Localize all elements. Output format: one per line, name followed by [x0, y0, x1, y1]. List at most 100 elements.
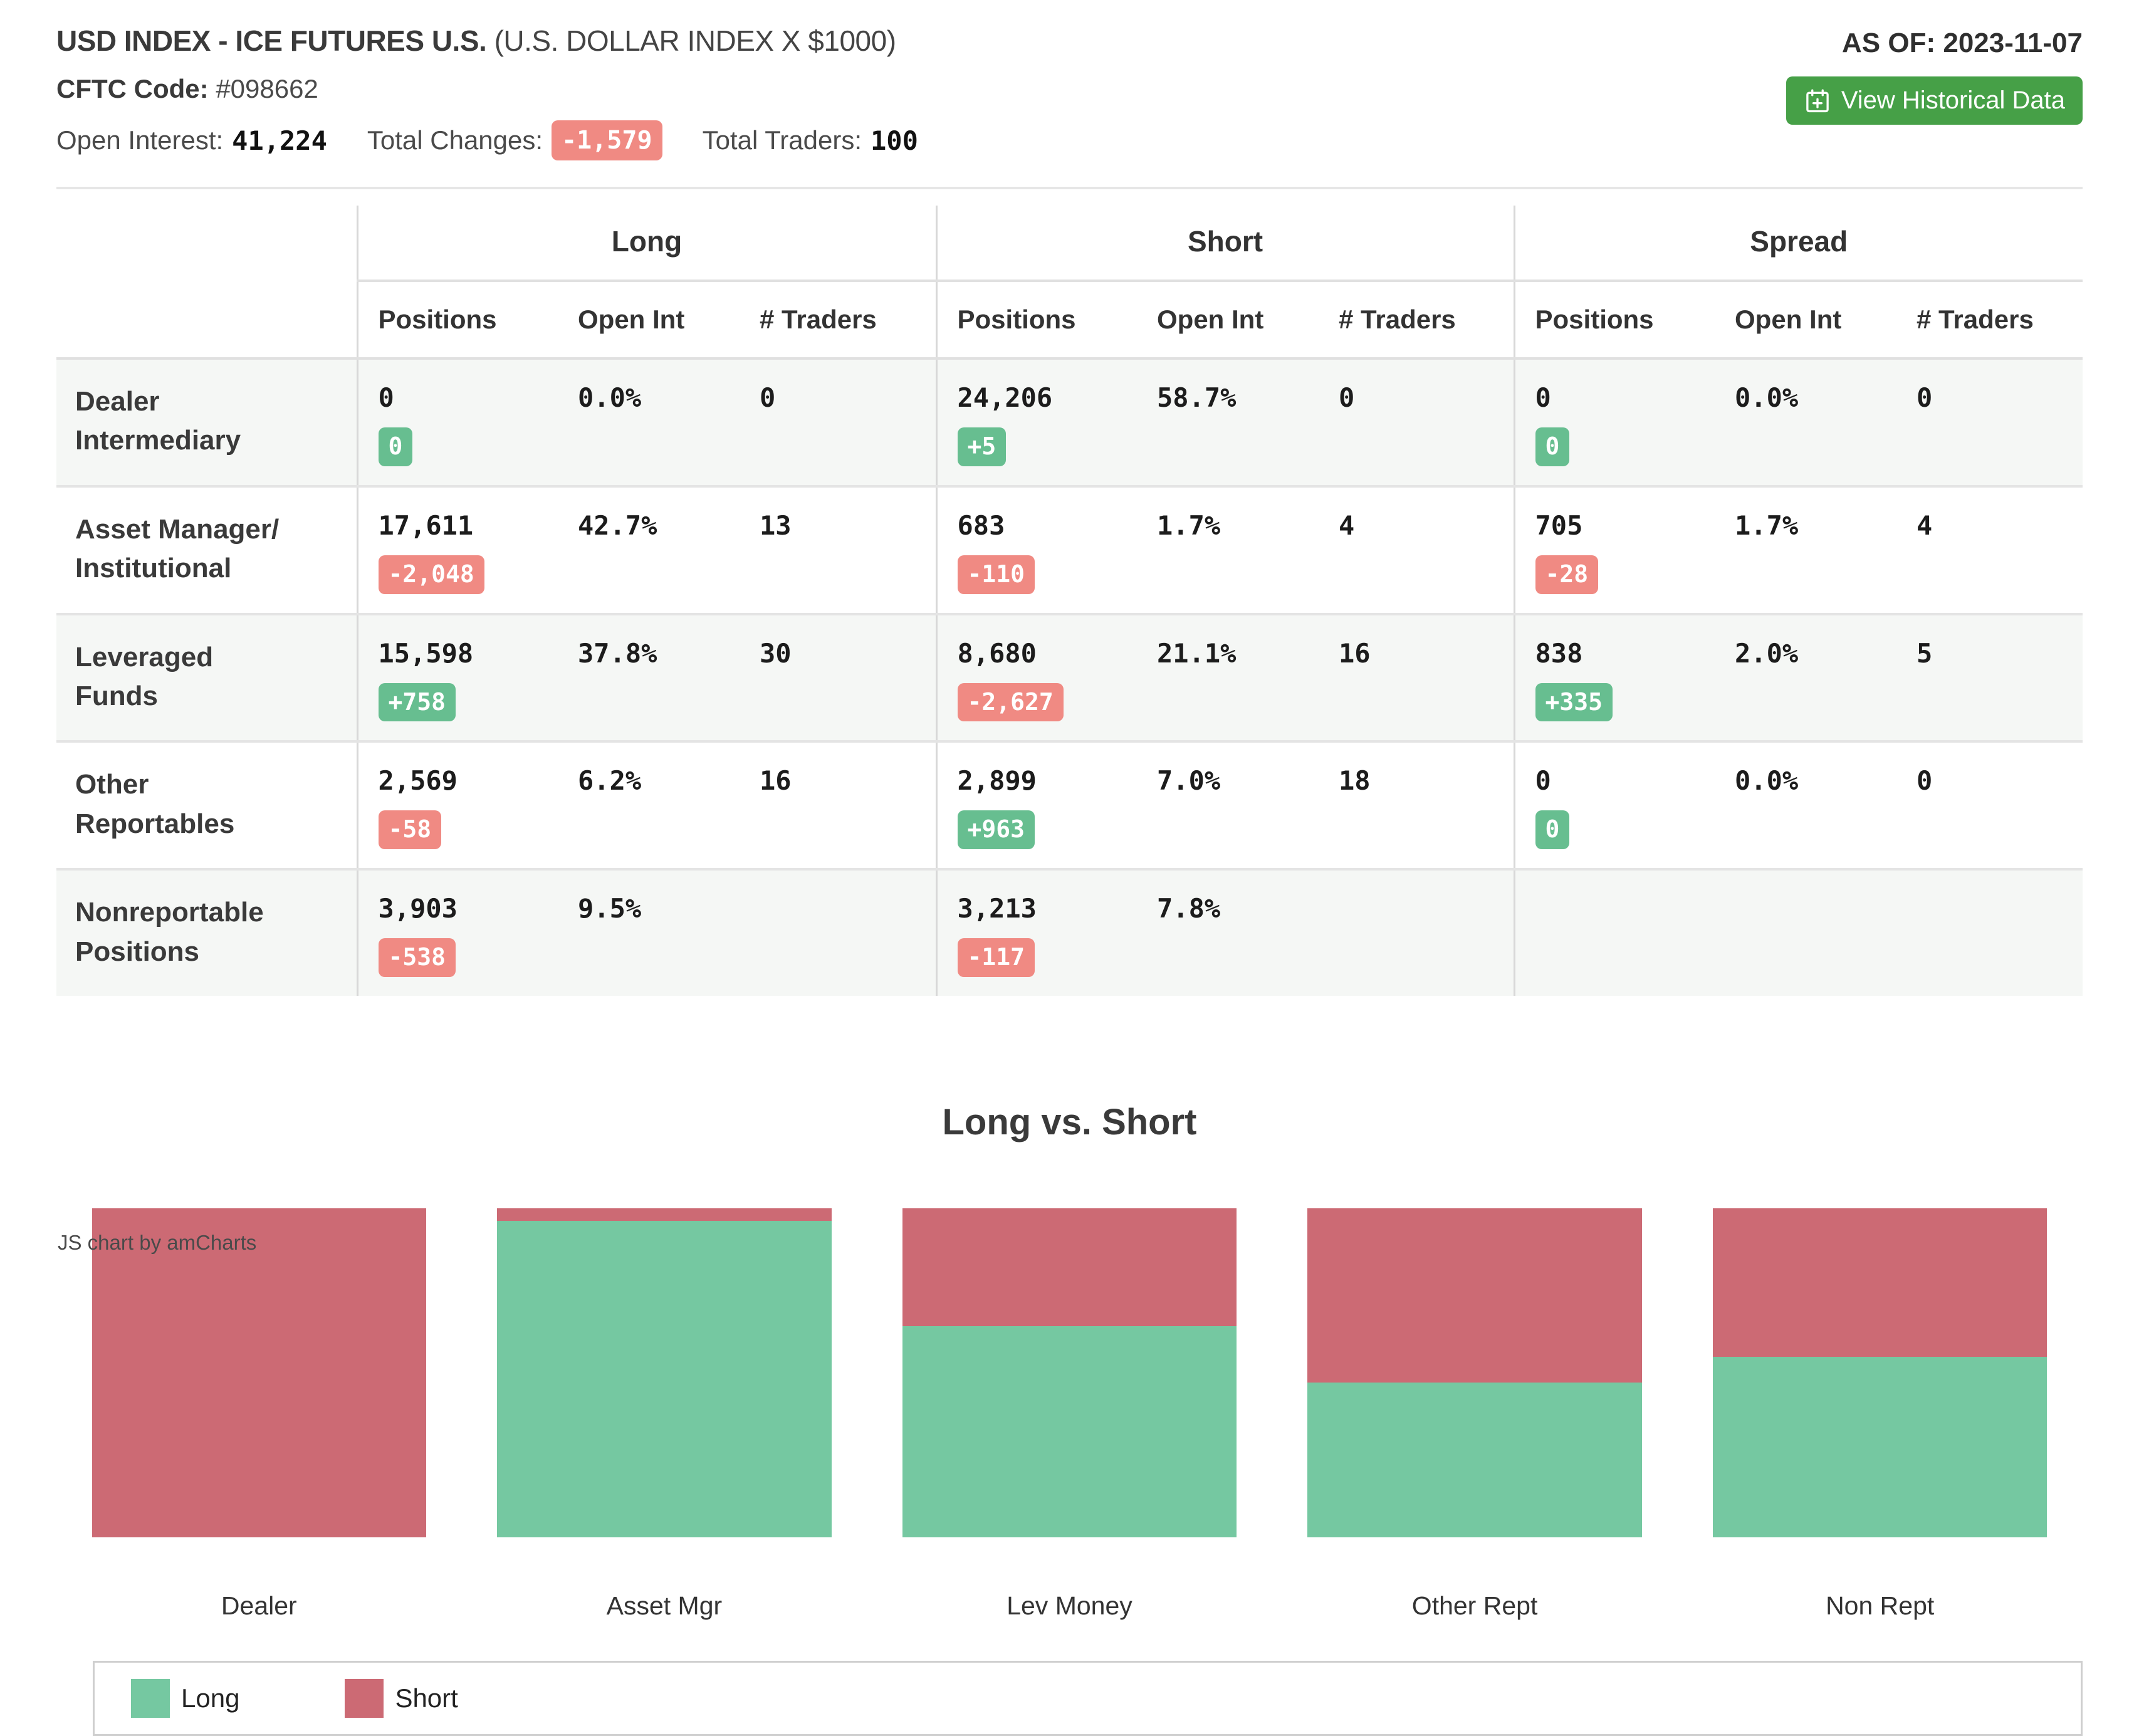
corner-cell	[56, 206, 357, 281]
cell-short-open-int: 58.7%	[1137, 358, 1319, 486]
corner-cell	[56, 281, 357, 360]
change-badge: 0	[1535, 427, 1570, 466]
positions-value: 24,206	[957, 382, 1053, 413]
bar-slot-asset-mgr	[462, 1208, 867, 1537]
cftc-code-label: CFTC Code:	[56, 74, 209, 103]
short-segment	[92, 1208, 427, 1537]
cell-spread-open-int: 2.0%	[1715, 614, 1896, 742]
category-label-dealer: Dealer	[221, 1591, 297, 1620]
cell-long-open-int: 0.0%	[558, 358, 740, 486]
cell-long-open-int: 37.8%	[558, 614, 740, 742]
cell-long-traders: 30	[740, 614, 936, 742]
category-label-asset-mgr: Asset Mgr	[606, 1591, 723, 1620]
total-changes-badge: -1,579	[552, 120, 662, 160]
column-header-row: Positions Open Int # Traders Positions O…	[56, 280, 2083, 360]
cell-spread-positions: 0 0	[1513, 358, 1715, 486]
change-badge: +963	[957, 810, 1035, 850]
table-row-other-reportables: Other Reportables 2,569 -58 6.2% 16 2,89…	[56, 741, 2083, 870]
cftc-code-value: #098662	[216, 74, 318, 103]
open-int-value: 21.1%	[1157, 637, 1237, 669]
cell-long-positions: 15,598 +758	[356, 614, 558, 742]
positions-value: 0	[1535, 765, 1551, 797]
calendar-plus-icon	[1804, 87, 1831, 115]
cell-spread-open-int: 0.0%	[1715, 358, 1896, 486]
bar-slot-other-rept	[1272, 1208, 1678, 1537]
short-segment	[497, 1208, 832, 1221]
short-segment	[1712, 1208, 2047, 1357]
stacked-bar	[1712, 1208, 2047, 1537]
cell-short-positions: 24,206 +5	[935, 358, 1137, 486]
traders-value: 4	[1339, 510, 1355, 541]
long-segment	[497, 1220, 832, 1537]
cell-short-traders: 16	[1319, 614, 1514, 742]
positions-value: 0	[378, 382, 394, 413]
legend-item-long[interactable]: Long	[131, 1678, 239, 1718]
stacked-bar	[902, 1208, 1237, 1537]
cell-short-open-int: 1.7%	[1137, 486, 1319, 614]
col-header-traders: # Traders	[740, 280, 936, 360]
view-historical-data-button[interactable]: View Historical Data	[1786, 76, 2083, 125]
as-of-date: AS OF: 2023-11-07	[1842, 28, 2083, 58]
change-badge: +758	[378, 682, 456, 722]
view-historical-data-label: View Historical Data	[1841, 86, 2065, 114]
bar-slot-non-rept	[1677, 1208, 2083, 1537]
short-segment	[1307, 1208, 1642, 1383]
legend-item-short[interactable]: Short	[345, 1678, 458, 1718]
open-int-value: 6.2%	[578, 765, 642, 797]
change-badge: -2,627	[957, 682, 1064, 722]
long-segment	[902, 1326, 1237, 1537]
row-label-line2: Funds	[75, 681, 158, 712]
cell-long-traders	[740, 869, 936, 996]
positions-value: 0	[1535, 382, 1551, 413]
chart-plot-area	[56, 1208, 2083, 1537]
table-row-nonreportable: Nonreportable Positions 3,903 -538 9.5% …	[56, 869, 2083, 996]
col-header-traders: # Traders	[1319, 280, 1515, 360]
col-header-open-int: Open Int	[1137, 280, 1319, 360]
open-int-value: 9.5%	[578, 893, 642, 924]
open-int-value: 7.0%	[1157, 765, 1221, 797]
change-badge: -2,048	[378, 555, 484, 594]
cell-spread-traders: 0	[1896, 358, 2083, 486]
chart-title: Long vs. Short	[942, 1101, 1197, 1143]
category-label-non-rept: Non Rept	[1826, 1591, 1935, 1620]
row-label: Other Reportables	[56, 741, 357, 869]
row-label-line1: Nonreportable	[75, 897, 264, 928]
total-traders-label: Total Traders:	[702, 125, 862, 155]
traders-value: 5	[1917, 637, 1933, 669]
page-header: USD INDEX - ICE FUTURES U.S. (U.S. DOLLA…	[56, 24, 2083, 160]
cell-spread-positions: 0 0	[1513, 741, 1715, 870]
instrument-name: USD INDEX - ICE FUTURES U.S.	[56, 24, 487, 57]
row-label-line1: Asset Manager/	[75, 513, 280, 545]
category-label-lev-money: Lev Money	[1007, 1591, 1132, 1620]
row-label-line1: Other	[75, 769, 149, 800]
group-header-long: Long	[356, 206, 936, 281]
cell-long-open-int: 42.7%	[558, 486, 740, 614]
group-header-row: Long Short Spread	[56, 206, 2083, 281]
long-swatch	[131, 1678, 170, 1718]
cell-short-open-int: 21.1%	[1137, 614, 1319, 742]
open-int-value: 7.8%	[1157, 893, 1221, 924]
header-left: USD INDEX - ICE FUTURES U.S. (U.S. DOLLA…	[56, 24, 918, 160]
group-header-short: Short	[935, 206, 1515, 281]
traders-value: 4	[1917, 510, 1933, 541]
positions-value: 8,680	[957, 637, 1037, 669]
bar-slot-lev-money	[867, 1208, 1272, 1537]
cell-short-positions: 3,213 -117	[935, 869, 1137, 996]
change-badge: 0	[378, 427, 413, 466]
open-int-value: 42.7%	[578, 510, 657, 541]
cell-spread-open-int: 1.7%	[1715, 486, 1896, 614]
total-traders-value: 100	[871, 125, 918, 156]
legend-label-short: Short	[395, 1683, 458, 1713]
open-int-value: 37.8%	[578, 637, 657, 669]
open-int-value: 0.0%	[578, 382, 642, 413]
col-header-open-int: Open Int	[558, 280, 740, 360]
cell-spread-traders: 5	[1896, 614, 2083, 742]
positions-value: 3,903	[378, 893, 458, 924]
positions-value: 2,899	[957, 765, 1037, 797]
row-label: Leveraged Funds	[56, 614, 357, 742]
cell-short-positions: 8,680 -2,627	[935, 614, 1137, 742]
long-vs-short-chart: JS chart by amCharts	[56, 1208, 2083, 1736]
change-badge: +5	[957, 427, 1007, 466]
traders-value: 13	[760, 510, 792, 541]
